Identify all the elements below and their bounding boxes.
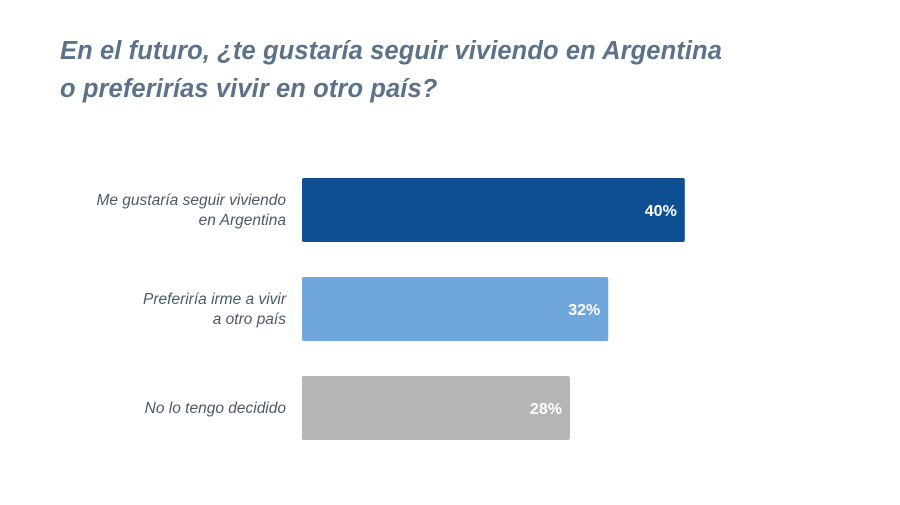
chart-title: En el futuro, ¿te gustaría seguir vivien… — [60, 32, 840, 108]
bar-3-value-label: 28% — [530, 401, 562, 418]
category-label-1-line-1: Me gustaría seguir viviendo — [96, 192, 286, 209]
category-label-1-line-2: en Argentina — [199, 212, 287, 229]
bar-1 — [302, 178, 685, 242]
bar-2 — [302, 277, 609, 341]
category-label-3-line-1: No lo tengo decidido — [145, 400, 287, 417]
category-label-2-line-2: a otro país — [213, 311, 286, 328]
chart-title-line-2: o preferirías vivir en otro país? — [60, 75, 438, 103]
bar-3 — [302, 376, 570, 440]
category-label-2-line-1: Preferiría irme a vivir — [143, 291, 287, 308]
bar-2-value-label: 32% — [568, 302, 600, 319]
chart-title-line-1: En el futuro, ¿te gustaría seguir vivien… — [60, 37, 722, 65]
bar-1-value-label: 40% — [645, 203, 677, 220]
